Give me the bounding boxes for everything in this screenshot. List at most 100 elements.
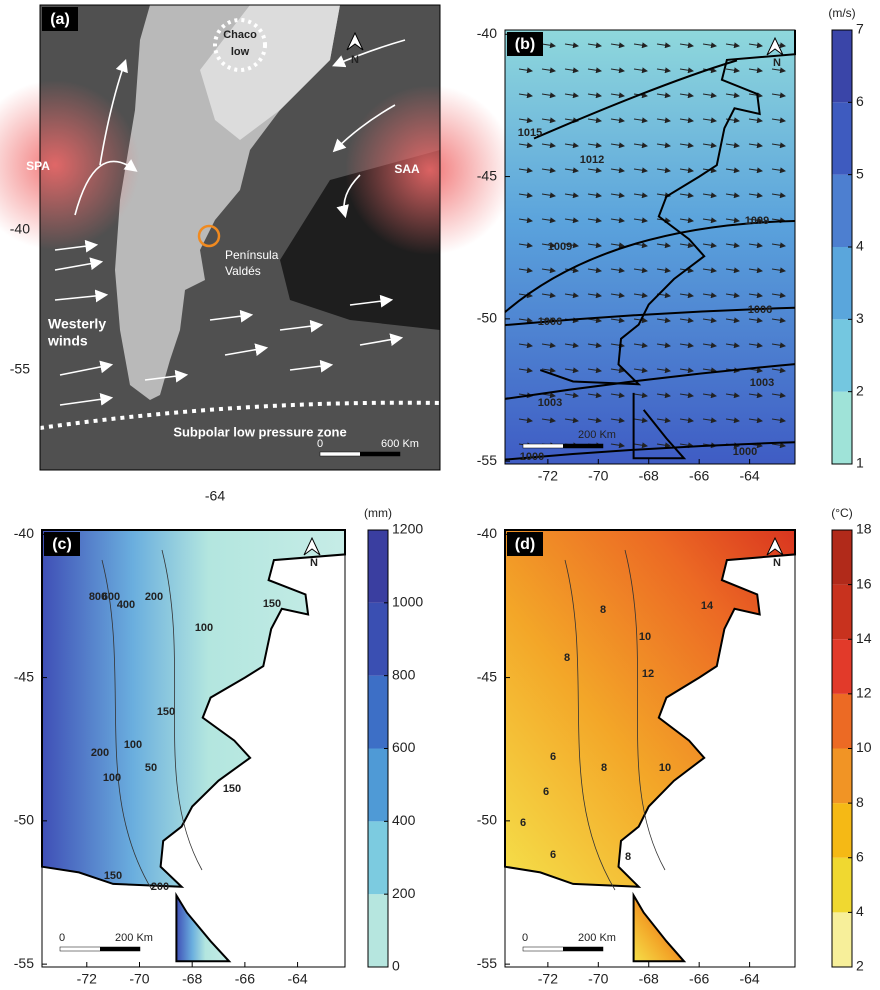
chaco-low-marker [213,18,267,72]
wind-arrow [656,392,671,399]
colorbar-band [368,675,388,749]
wind-arrow [679,367,694,374]
contour-label: 1003 [750,377,774,389]
wind-arrow [748,392,763,399]
contour-label: 50 [145,762,157,774]
colorbar-tick-label: 2 [856,958,864,974]
wind-arrow [518,367,533,374]
wind-arrow [679,67,694,74]
wind-arrow [518,217,533,224]
panel-b: 1015 1012 1009 1009 1006 1006 1003 1003 1000 1000… [477,6,864,484]
isobar [504,363,796,400]
colorbar-tick-label: 4 [856,903,864,919]
colorbar-tick-label: 6 [856,93,864,109]
colorbar-tick-label: 1 [856,455,864,471]
wind-arrow [610,142,625,149]
wind-arrow [679,217,694,224]
contour-label: 8 [600,604,606,616]
colorbar-tick-label: 0 [392,958,400,974]
wind-arrow [748,417,763,424]
wind-arrow [332,39,406,68]
scale-label: 0 [317,438,323,450]
wind-arrow [564,242,579,249]
contour-label: 1009 [745,215,769,227]
x-tick-label: -64 [205,488,225,504]
wind-arrow [359,333,404,346]
x-tick-label: -70 [588,971,608,987]
wind-arrow [656,142,671,149]
colorbar-band [832,803,852,858]
wind-arrow [610,67,625,74]
wind-arrow [587,217,602,224]
colorbar-tick-label: 10 [856,739,872,755]
wind-arrow [725,267,740,274]
contour-label: 1000 [520,451,544,463]
wind-arrow [610,92,625,99]
wind-arrow [541,42,556,49]
wind-arrow [587,42,602,49]
wind-arrow [587,267,602,274]
north-arrow [766,536,784,556]
contour-label: 200 [91,747,109,759]
wind-arrow [633,267,648,274]
panel-d: 8 14 10 8 12 6 8 10 6 6 8 6 (d) N 0 200 Km -40 -45 -50 -55 -… [477,506,872,987]
wind-arrow [725,67,740,74]
north-label: N [310,557,318,569]
colorbar-tick-label: 7 [856,21,864,37]
land [504,529,796,888]
colorbar-band [832,530,852,585]
wind-arrow [610,192,625,199]
scale-label: 200 Km [115,932,153,944]
wind-arrow [679,167,694,174]
north-arrow [303,536,321,556]
wind-arrow [633,442,648,449]
subpolar-line [39,400,441,430]
wind-arrow [679,92,694,99]
wind-arrow [748,367,763,374]
wind-arrow [564,392,579,399]
wind-arrow [587,142,602,149]
panel-label: (c) [52,536,72,553]
wind-arrow [725,142,740,149]
colorbar-band [832,639,852,694]
wind-arrow [541,292,556,299]
wind-arrow [633,67,648,74]
y-tick-label: -40 [14,525,34,541]
colorbar-tick-label: 4 [856,238,864,254]
wind-arrow [656,417,671,424]
contour-label: 1012 [580,154,604,166]
contour-label: 6 [520,817,526,829]
wind-arrow [679,142,694,149]
x-tick-label: -72 [77,971,97,987]
wind-arrow [771,442,786,449]
y-tick-label: -50 [14,812,34,828]
wind-arrow [541,192,556,199]
x-tick-label: -70 [588,468,608,484]
contour-label: 10 [639,631,651,643]
wind-arrow [518,92,533,99]
annotation: winds [47,333,88,349]
scale-bar [563,444,603,448]
x-tick-label: -64 [287,971,307,987]
north-arrow [766,36,784,56]
colorbar-band [368,821,388,895]
wind-arrow [702,217,717,224]
land [175,891,232,963]
panel-label-box [507,532,543,556]
wind-arrow [224,343,269,356]
y-tick-label: -55 [477,452,497,468]
contour-label: 1003 [538,397,562,409]
wind-arrow [771,167,786,174]
isobar [533,59,738,140]
wind-arrow [725,42,740,49]
wind-arrow [656,367,671,374]
y-tick-label: -45 [14,668,34,684]
wind-arrow [541,417,556,424]
colorbar-tick-label: 1200 [392,521,423,537]
contour-label: 100 [195,622,213,634]
colorbar-band [832,174,852,247]
contour-label: 10 [659,762,671,774]
land [632,891,687,963]
wind-arrow [702,292,717,299]
north-label: N [351,54,359,66]
